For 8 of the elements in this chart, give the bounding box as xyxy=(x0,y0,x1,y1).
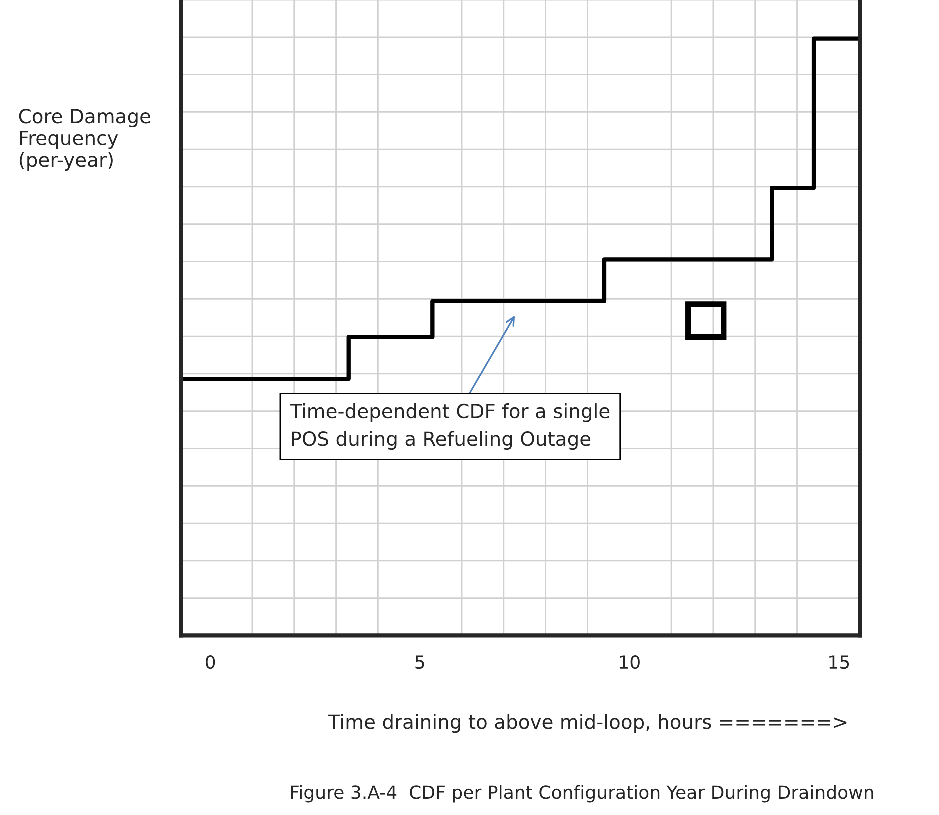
caption: Figure 3.A-4 CDF per Plant Configuration Year During Draindown xyxy=(291,785,874,803)
x-tick-label: 15 xyxy=(830,656,850,670)
x-tick-label: 5 xyxy=(416,656,424,670)
x-tick-label: 10 xyxy=(620,655,640,670)
annotation: Time-dependent CDF for a single POS during a Refueling Outage xyxy=(290,404,610,450)
x-tick-label: 0 xyxy=(206,655,216,670)
x-axis-title: Time draining to above mid-loop, hours =======> xyxy=(328,714,847,734)
y-axis-title: Core Damage Frequency (per-year) xyxy=(19,109,150,172)
